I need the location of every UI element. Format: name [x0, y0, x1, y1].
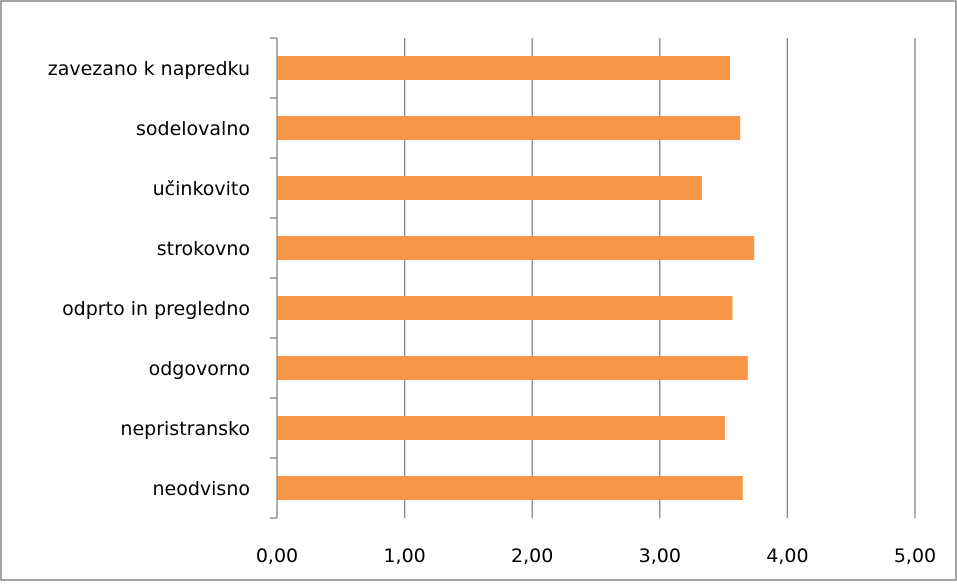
category-label: odgovorno [149, 358, 250, 380]
x-tick-label: 5,00 [894, 545, 936, 567]
bar [277, 116, 741, 140]
bar [277, 176, 702, 200]
bar [277, 476, 743, 500]
x-tick-label: 3,00 [639, 545, 681, 567]
axes [270, 37, 278, 519]
x-tick-label: 0,00 [256, 545, 298, 567]
category-label: sodelovalno [136, 118, 250, 140]
bars [277, 56, 755, 500]
category-label: zavezano k napredku [48, 58, 250, 80]
category-label: odprto in pregledno [62, 298, 250, 320]
tick-labels: 0,00 1,00 2,00 3,00 4,00 5,00 [256, 545, 936, 567]
category-labels: zavezano k napredku sodelovalno učinkovito… [48, 58, 250, 500]
category-label: učinkovito [153, 178, 250, 200]
x-tick-label: 1,00 [383, 545, 425, 567]
bar [277, 56, 730, 80]
bar [277, 236, 755, 260]
category-label: nepristransko [120, 418, 250, 440]
x-tick-label: 4,00 [766, 545, 808, 567]
bar [277, 416, 725, 440]
bar [277, 296, 733, 320]
bar [277, 356, 748, 380]
x-tick-label: 2,00 [511, 545, 553, 567]
category-label: neodvisno [152, 478, 250, 500]
category-label: strokovno [157, 238, 250, 260]
